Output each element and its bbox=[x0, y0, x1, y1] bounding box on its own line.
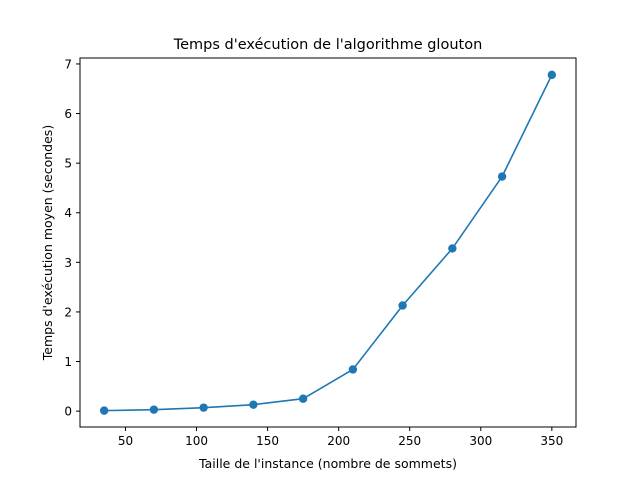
x-tick-label: 250 bbox=[398, 434, 421, 448]
y-tick-label: 0 bbox=[64, 405, 72, 419]
chart-title: Temps d'exécution de l'algorithme glouto… bbox=[173, 37, 483, 53]
data-point bbox=[298, 394, 308, 403]
y-tick-label: 7 bbox=[64, 57, 72, 71]
data-point bbox=[448, 244, 457, 253]
x-tick-label: 300 bbox=[469, 434, 492, 448]
data-point bbox=[547, 70, 557, 80]
x-tick-label: 150 bbox=[256, 434, 279, 448]
y-tick-label: 6 bbox=[64, 107, 72, 121]
data-point bbox=[249, 400, 258, 409]
plot-area bbox=[99, 70, 557, 415]
x-tick-label: 100 bbox=[185, 434, 208, 448]
data-point bbox=[199, 403, 208, 412]
data-point bbox=[348, 365, 358, 374]
plot-frame bbox=[79, 57, 577, 428]
y-axis-label: Temps d'exécution moyen (secondes) bbox=[40, 125, 55, 361]
y-tick-label: 2 bbox=[64, 305, 72, 319]
series-line bbox=[104, 74, 553, 412]
y-tick-label: 1 bbox=[64, 355, 72, 369]
x-tick-label: 200 bbox=[327, 434, 350, 448]
x-tick-label: 50 bbox=[118, 434, 133, 448]
data-point bbox=[99, 406, 109, 415]
y-tick-label: 4 bbox=[64, 206, 72, 220]
y-tick-label: 3 bbox=[64, 256, 72, 270]
x-axis: 50 100 150 200 250 300 350 bbox=[118, 427, 563, 448]
data-point bbox=[497, 172, 507, 181]
x-axis-label: Taille de l'instance (nombre de sommets) bbox=[198, 456, 457, 471]
data-point bbox=[398, 301, 407, 310]
data-point bbox=[149, 405, 159, 414]
y-axis: 0 1 2 3 4 5 6 7 bbox=[64, 57, 80, 419]
x-tick-label: 350 bbox=[540, 434, 563, 448]
y-tick-label: 5 bbox=[64, 157, 72, 171]
